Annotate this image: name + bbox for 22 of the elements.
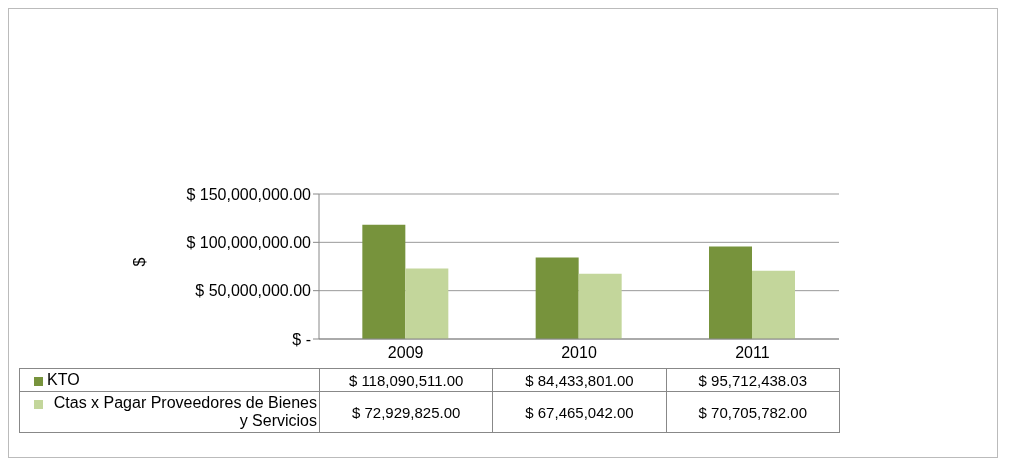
bar <box>405 268 449 339</box>
x-tick-label: 2010 <box>561 344 597 362</box>
data-label: $ 70,705,782.00 <box>666 391 840 433</box>
data-label: $ 67,465,042.00 <box>492 391 667 433</box>
bar <box>752 270 795 339</box>
y-tick-label: $ 150,000,000.00 <box>186 185 312 203</box>
bar <box>362 224 406 339</box>
legend-label: KTO <box>47 371 81 389</box>
x-tick-label: 2009 <box>387 344 424 362</box>
data-label: $ 84,433,801.00 <box>492 368 667 392</box>
data-label: $ 95,712,438.03 <box>666 368 840 392</box>
bar <box>535 257 579 339</box>
legend-label: Ctas x Pagar Proveedores de Bienes y Servicios <box>52 394 317 430</box>
bar <box>578 273 622 339</box>
y-tick-label: $ 50,000,000.00 <box>195 282 312 300</box>
data-label: $ 118,090,511.00 <box>319 368 493 392</box>
y-tick-label: $ - <box>292 330 311 348</box>
data-label: $ 72,929,825.00 <box>319 391 493 433</box>
y-tick-label: $ 100,000,000.00 <box>186 234 312 252</box>
bar <box>709 246 752 339</box>
y-axis-title: $ <box>130 257 148 267</box>
x-tick-label: 2011 <box>735 344 770 362</box>
